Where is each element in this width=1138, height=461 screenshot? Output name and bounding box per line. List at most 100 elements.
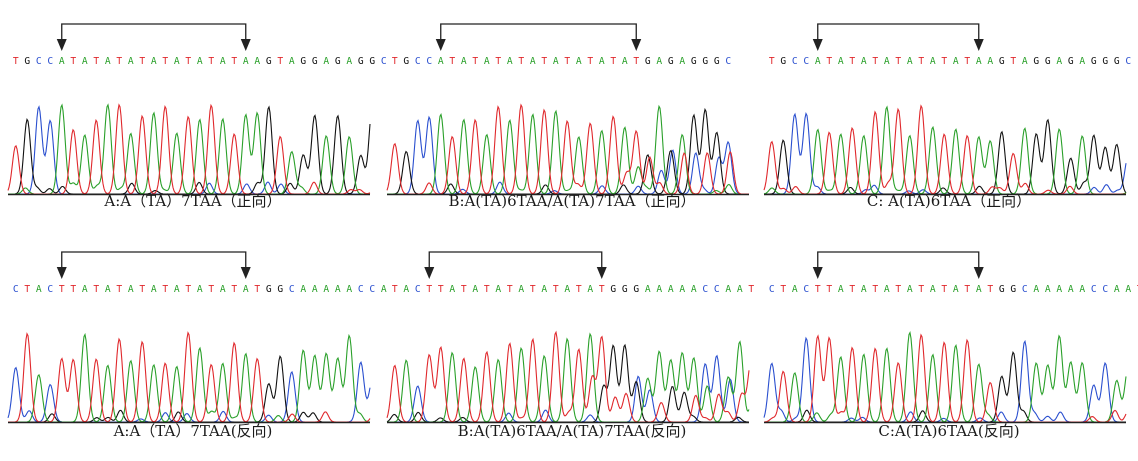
base-letter: A: [976, 284, 982, 295]
base-letter: A: [438, 56, 444, 67]
base-letter: G: [277, 284, 283, 295]
base-letter: A: [1033, 284, 1039, 295]
base-letter: G: [691, 56, 697, 67]
base-letter: A: [254, 56, 260, 67]
base-letter: T: [564, 56, 570, 67]
base-letter: T: [576, 284, 582, 295]
trace-a: [387, 332, 750, 423]
base-letter: G: [403, 56, 409, 67]
base-letter: A: [36, 284, 42, 295]
base-letter: C: [47, 56, 53, 67]
arrow-left-down: [56, 39, 67, 51]
panel-caption: B:A(TA)6TAA/A(TA)7TAA（正向）: [448, 192, 696, 210]
base-letter: T: [139, 56, 145, 67]
base-letter: G: [266, 56, 272, 67]
base-letter: T: [964, 284, 970, 295]
bracket-line: [817, 23, 980, 48]
base-letter: C: [769, 284, 775, 295]
base-letter: A: [1056, 284, 1062, 295]
base-letter: C: [381, 56, 387, 67]
base-letter: A: [737, 284, 743, 295]
base-letter: A: [679, 56, 685, 67]
base-letter: T: [392, 56, 398, 67]
base-letter: G: [633, 284, 639, 295]
base-letter: A: [323, 56, 329, 67]
bracket-line: [61, 23, 247, 48]
base-letter: T: [895, 284, 901, 295]
base-letter: T: [208, 56, 214, 67]
base-letter: G: [300, 56, 306, 67]
base-letter: C: [426, 56, 432, 67]
base-letter: G: [714, 56, 720, 67]
base-letter: C: [415, 284, 421, 295]
base-letter: T: [392, 284, 398, 295]
base-letter: G: [999, 284, 1005, 295]
base-letter: A: [953, 56, 959, 67]
base-letter: G: [1033, 56, 1039, 67]
base-letter: G: [1010, 284, 1016, 295]
base-letter: G: [1114, 56, 1120, 67]
base-letter: T: [541, 56, 547, 67]
base-letter: T: [24, 284, 30, 295]
base-letter: A: [792, 284, 798, 295]
base-letter: A: [1079, 284, 1085, 295]
base-letter: A: [622, 56, 628, 67]
panel-caption: A:A（TA）7TAA（正向）: [104, 192, 282, 210]
base-letter: T: [484, 284, 490, 295]
base-letter: T: [964, 56, 970, 67]
base-letter: A: [507, 56, 513, 67]
base-letter: T: [918, 284, 924, 295]
base-letter: T: [116, 56, 122, 67]
panel-c-reverse: CTACTTATATATATATATATGGCAAAAACCAAT C:A(TA…: [763, 246, 1138, 461]
panel-caption: B:A(TA)6TAA/A(TA)7TAA(反向): [457, 422, 687, 440]
trace-t: [386, 103, 749, 195]
sequence-row: CTACTTATATATATATATATGGCAAAAACCAAT: [769, 284, 1138, 295]
base-letter: T: [553, 284, 559, 295]
base-letter: C: [369, 284, 375, 295]
base-letter: G: [999, 56, 1005, 67]
chromatogram-trace: [763, 331, 1127, 424]
base-letter: T: [495, 56, 501, 67]
base-letter: C: [702, 284, 708, 295]
trace-t: [763, 104, 1126, 195]
base-letter: A: [907, 56, 913, 67]
base-letter: G: [780, 56, 786, 67]
trace-c: [7, 361, 371, 423]
base-letter: T: [185, 56, 191, 67]
base-letter: T: [872, 284, 878, 295]
base-letter: A: [495, 284, 501, 295]
base-letter: A: [381, 284, 387, 295]
base-letter: A: [1056, 56, 1062, 67]
base-letter: A: [1045, 284, 1051, 295]
base-letter: A: [541, 284, 547, 295]
base-letter: T: [530, 284, 536, 295]
base-letter: T: [769, 56, 775, 67]
base-letter: A: [930, 56, 936, 67]
base-letter: A: [82, 56, 88, 67]
base-letter: A: [300, 284, 306, 295]
base-letter: A: [82, 284, 88, 295]
base-letter: C: [1022, 284, 1028, 295]
base-letter: T: [426, 284, 432, 295]
base-letter: G: [1068, 56, 1074, 67]
base-letter: G: [1045, 56, 1051, 67]
panel-caption: C:A(TA)6TAA(反向): [878, 422, 1020, 440]
base-letter: A: [930, 284, 936, 295]
base-letter: A: [518, 284, 524, 295]
trace-a: [763, 105, 1127, 195]
base-letter: C: [1125, 56, 1131, 67]
base-letter: A: [312, 284, 318, 295]
arrow-right-down: [240, 39, 251, 51]
base-letter: T: [438, 284, 444, 295]
base-letter: A: [105, 56, 111, 67]
base-letter: T: [941, 56, 947, 67]
chromatogram-trace: [763, 104, 1127, 196]
base-letter: A: [346, 284, 352, 295]
base-letter: T: [472, 56, 478, 67]
base-letter: A: [461, 56, 467, 67]
base-letter: A: [449, 284, 455, 295]
